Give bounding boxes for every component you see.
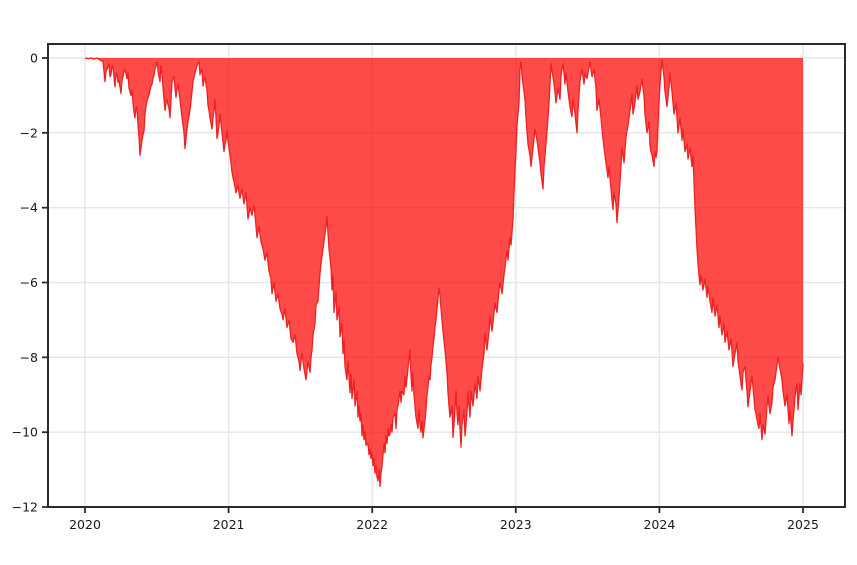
- x-tick-label: 2022: [356, 517, 388, 532]
- x-tick-label: 2021: [213, 517, 245, 532]
- drawdown-area: [85, 58, 803, 487]
- y-tick-label: −2: [20, 125, 38, 140]
- y-tick-label: −4: [20, 200, 38, 215]
- x-tick-label: 2023: [500, 517, 532, 532]
- y-tick-label: −10: [12, 425, 38, 440]
- y-tick-label: −6: [20, 275, 38, 290]
- x-tick-label: 2020: [69, 517, 101, 532]
- y-tick-label: 0: [30, 51, 38, 66]
- y-tick-label: −12: [12, 500, 38, 515]
- axes-spines: [47, 43, 846, 508]
- x-tick-label: 2025: [787, 517, 819, 532]
- drawdown-line: [84, 57, 804, 488]
- x-tick-label: 2024: [643, 517, 675, 532]
- y-tick-label: −8: [20, 350, 38, 365]
